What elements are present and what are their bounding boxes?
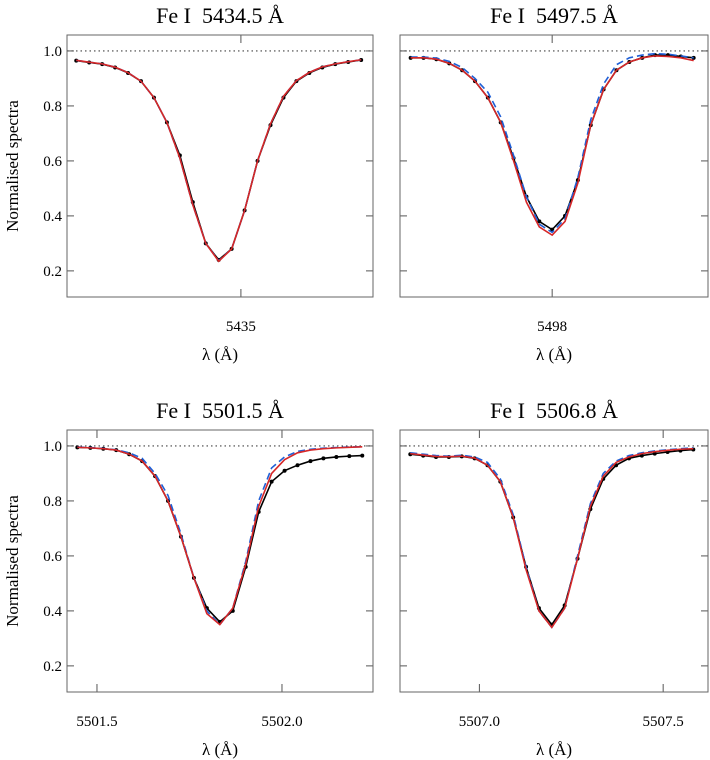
data-point <box>295 463 300 468</box>
x-axis-label: λ (Å) <box>202 740 238 759</box>
y-tick-label: 0.2 <box>43 659 62 675</box>
plot-area <box>400 50 708 237</box>
data-point <box>347 454 352 459</box>
y-tick-label: 0.8 <box>43 494 62 510</box>
data-point <box>308 459 313 464</box>
spectrum-line <box>76 59 362 262</box>
spectrum-line <box>410 448 694 627</box>
plot-frame <box>399 34 709 298</box>
panel: Fe I 5506.8 Å λ (Å) 5507.0 5507.5 <box>399 398 709 759</box>
x-axis-label: λ (Å) <box>202 345 238 364</box>
panel-title: Fe I 5506.8 Å <box>490 398 618 423</box>
y-tick-label: 1.0 <box>43 44 62 60</box>
plot-frame <box>66 34 374 298</box>
y-tick-label: 0.6 <box>43 154 62 170</box>
x-tick-label: 5435 <box>226 319 256 335</box>
spectrum-line <box>77 446 363 624</box>
data-point <box>321 456 326 461</box>
x-tick-label: 5502.0 <box>261 714 302 730</box>
x-tick-label: 5507.5 <box>643 714 684 730</box>
x-axis-label: λ (Å) <box>536 345 572 364</box>
spectrum-line <box>77 445 363 626</box>
y-tick-label: 0.8 <box>43 99 62 115</box>
panel: Fe I 5434.5 Å λ (Å) Normalised spectra 0.2 0… <box>3 3 374 364</box>
y-tick-label: 0.4 <box>43 604 62 620</box>
y-tick-label: 0.6 <box>43 549 62 565</box>
spectrum-line <box>76 58 362 262</box>
x-axis-label: λ (Å) <box>536 740 572 759</box>
panel: Fe I 5501.5 Å λ (Å) Normalised spectra 0.2 0… <box>3 398 374 759</box>
y-tick-label: 0.4 <box>43 209 62 225</box>
panel-title: Fe I 5501.5 Å <box>156 398 284 423</box>
panel: Fe I 5497.5 Å λ (Å) 5498 <box>399 3 709 364</box>
panel-title: Fe I 5434.5 Å <box>156 3 284 28</box>
y-tick-label: 0.2 <box>43 264 62 280</box>
x-tick-label: 5507.0 <box>459 714 500 730</box>
plot-frame <box>399 429 709 693</box>
y-tick-label: 1.0 <box>43 439 62 455</box>
data-point <box>360 453 365 458</box>
plot-area <box>67 445 373 626</box>
data-point <box>537 219 542 224</box>
plot-area <box>67 50 373 263</box>
x-tick-label: 5498 <box>537 319 567 335</box>
spectrum-line <box>76 58 362 263</box>
data-point <box>334 454 339 459</box>
y-axis-label: Normalised spectra <box>3 100 22 232</box>
spectrum-line <box>410 447 694 629</box>
spectrum-line <box>410 54 694 231</box>
x-tick-label: 5501.5 <box>76 714 117 730</box>
plot-frame <box>66 429 374 693</box>
data-point <box>282 468 287 473</box>
y-axis-label: Normalised spectra <box>3 495 22 627</box>
spectrum-line <box>410 52 694 234</box>
plot-area <box>400 445 708 629</box>
spectrum-line <box>410 447 694 629</box>
panel-title: Fe I 5497.5 Å <box>490 3 618 28</box>
spectrum-line <box>410 55 694 237</box>
spectrum-line <box>77 445 363 626</box>
data-point <box>269 479 274 484</box>
